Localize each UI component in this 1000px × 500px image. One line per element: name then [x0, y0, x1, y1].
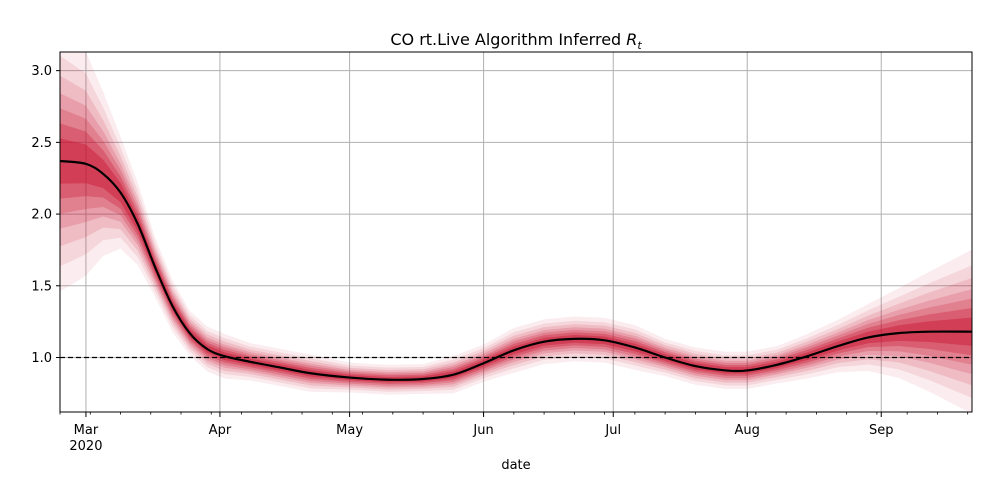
median-line-layer: [60, 159, 972, 381]
data-point: [422, 378, 424, 380]
x-tick-label: Sep: [869, 423, 894, 438]
y-tick-label: 2.5: [31, 136, 52, 151]
data-point: [927, 330, 930, 333]
x-tick-label: Aug: [735, 423, 760, 438]
data-point: [348, 376, 351, 379]
x-tick-label: Jul: [604, 423, 621, 438]
x-tick-label: Jun: [472, 423, 493, 438]
chart-title-text: CO rt.Live Algorithm Inferred: [390, 30, 621, 49]
plot-frame: [59, 51, 973, 413]
y-tick-label: 1.5: [31, 279, 52, 294]
data-point: [154, 266, 156, 269]
credible-band: [60, 52, 972, 412]
chart-title-math-sub: t: [637, 39, 642, 52]
data-point: [837, 345, 839, 347]
data-point: [897, 332, 900, 335]
data-point: [206, 347, 208, 350]
data-point: [136, 223, 139, 226]
data-point: [102, 173, 105, 175]
data-point: [279, 366, 282, 369]
data-point: [223, 355, 226, 357]
data-point: [543, 340, 545, 343]
data-point: [452, 373, 455, 376]
data-point: [806, 355, 809, 357]
chart-title: CO rt.Live Algorithm Inferred Rt: [390, 30, 642, 52]
data-point: [633, 346, 636, 349]
data-point: [171, 304, 174, 307]
data-point: [512, 349, 515, 352]
credible-interval-bands: [60, 52, 972, 412]
y-axis: 1.0 1.5 2.0 2.5 3.0: [31, 64, 60, 366]
data-point: [724, 369, 727, 372]
data-point: [746, 369, 749, 372]
data-point: [603, 339, 606, 342]
x-tick-label: May: [336, 423, 363, 438]
data-point: [664, 356, 667, 359]
y-tick-label: 2.0: [31, 208, 52, 223]
y-tick-label: 3.0: [31, 64, 52, 79]
x-tick-sublabel: 2020: [69, 439, 102, 454]
data-point: [482, 362, 485, 365]
data-point: [387, 378, 390, 381]
data-point: [867, 336, 870, 339]
data-point: [573, 337, 576, 340]
y-tick-label: 1.0: [31, 351, 52, 366]
data-point: [188, 332, 191, 335]
data-point: [776, 363, 779, 366]
credible-band: [60, 75, 972, 390]
data-point: [249, 360, 252, 363]
x-axis-label: date: [501, 458, 530, 473]
x-tick-label: Apr: [209, 423, 232, 438]
median-rt-line: [60, 159, 972, 381]
data-point: [309, 372, 312, 375]
grid-lines: [60, 52, 972, 412]
data-point: [119, 191, 122, 194]
data-point: [85, 162, 87, 165]
data-point: [694, 365, 697, 368]
chart-title-math: R: [626, 30, 637, 49]
credible-band: [60, 55, 972, 398]
x-tick-label: Mar: [74, 423, 99, 438]
